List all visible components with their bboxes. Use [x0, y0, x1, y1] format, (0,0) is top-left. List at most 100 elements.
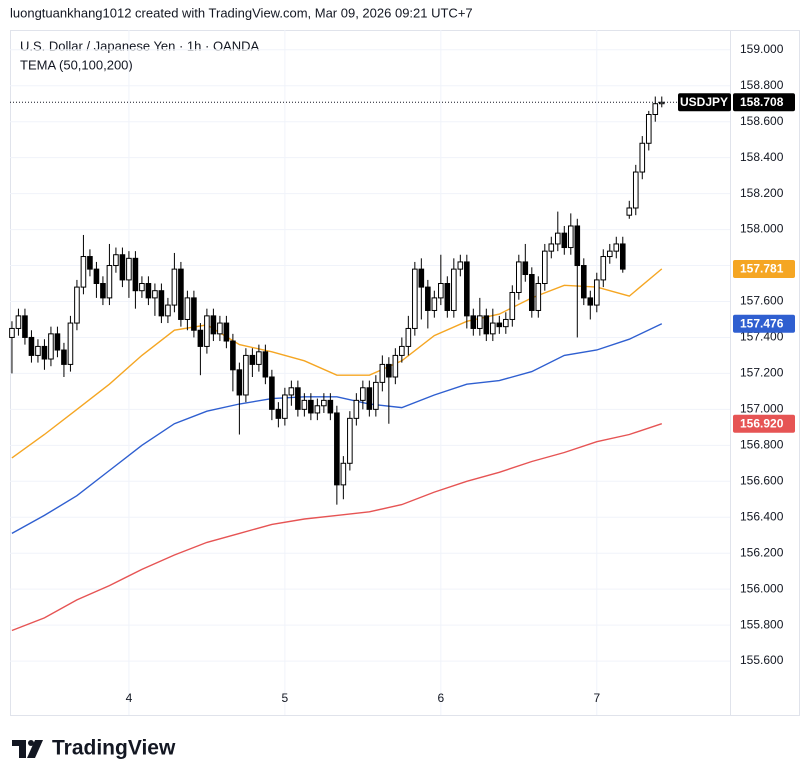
- candle-body: [100, 283, 106, 299]
- candle-body: [477, 315, 483, 329]
- candle-body: [139, 283, 145, 292]
- price-tag-label: 158.708: [740, 95, 784, 109]
- candle-body: [314, 405, 321, 414]
- y-tick-label: 158.000: [740, 222, 784, 236]
- price-tag: [733, 314, 795, 333]
- y-tick-label: 157.600: [740, 294, 784, 308]
- candle-body: [516, 261, 522, 293]
- y-tick-label: 157.200: [740, 366, 784, 380]
- candle-body: [366, 387, 373, 410]
- candle-body: [210, 315, 217, 335]
- candle-body: [412, 268, 418, 329]
- indicator-label: TEMA (50,100,200): [20, 57, 133, 72]
- x-tick-label: 5: [282, 691, 289, 705]
- candle-body: [613, 243, 620, 252]
- candle-body: [496, 322, 503, 328]
- brand: TradingView: [52, 737, 176, 760]
- candle-body: [67, 322, 74, 365]
- candle-body: [373, 381, 379, 410]
- candle-body: [158, 290, 165, 317]
- y-tick-label: 158.200: [740, 186, 784, 200]
- candle-body: [126, 257, 132, 281]
- candle-body: [22, 315, 28, 338]
- candle-body: [48, 333, 54, 360]
- candle-body: [113, 254, 119, 267]
- candle-body: [262, 351, 269, 378]
- candle-body: [165, 304, 171, 317]
- y-tick-label: 156.200: [740, 545, 784, 559]
- candle-body: [217, 322, 223, 335]
- candle-body: [353, 399, 360, 419]
- logo-dot: [28, 740, 34, 746]
- candle-body: [119, 254, 126, 281]
- candle-body: [308, 399, 314, 414]
- candle-body: [321, 399, 327, 407]
- candle-body: [15, 315, 22, 329]
- candle-body: [301, 399, 308, 410]
- y-tick-label: 156.000: [740, 581, 784, 595]
- candle-body: [184, 297, 191, 320]
- price-tag-label: 156.920: [740, 416, 784, 430]
- candle-body: [593, 279, 600, 306]
- candle-body: [509, 291, 516, 320]
- candle-body: [587, 297, 594, 306]
- y-tick-label: 158.400: [740, 150, 784, 164]
- candle-body: [567, 225, 574, 249]
- candle-body: [418, 268, 425, 288]
- candle-body: [561, 232, 568, 249]
- candle-body: [87, 256, 93, 270]
- candle-body: [28, 336, 35, 356]
- candle-body: [444, 283, 451, 311]
- brand-logo: [12, 740, 43, 758]
- candle-body: [451, 268, 457, 311]
- candle-body: [249, 354, 256, 365]
- price-tag-label: 157.476: [740, 316, 784, 330]
- candle-body: [347, 417, 353, 464]
- symbol-label: USDJPY: [680, 95, 728, 109]
- logo-mark: [12, 740, 26, 758]
- y-tick-label: 156.600: [740, 473, 784, 487]
- y-tick-label: 155.800: [740, 617, 784, 631]
- candle-body: [288, 387, 295, 396]
- candle-body: [542, 250, 548, 285]
- candle-body: [529, 274, 535, 311]
- candle-body: [93, 268, 100, 285]
- candle-body: [191, 297, 197, 331]
- price-tag: [733, 259, 795, 278]
- candle-body: [632, 171, 639, 209]
- candle-body: [171, 268, 178, 306]
- candle-body: [275, 408, 282, 419]
- candle-body: [503, 318, 509, 328]
- candle-body: [132, 257, 139, 292]
- x-tick-label: 6: [437, 691, 444, 705]
- candle-body: [152, 290, 158, 299]
- tema-line: [11, 423, 663, 632]
- candle-body: [334, 412, 340, 486]
- candle-body: [580, 265, 587, 299]
- attribution: luongtuankhang1012 created with TradingV…: [10, 5, 473, 20]
- candle-body: [438, 283, 444, 299]
- candle-body: [178, 268, 184, 320]
- candle-body: [80, 256, 87, 288]
- candle-body: [483, 315, 490, 335]
- candle-body: [9, 327, 15, 338]
- y-tick-label: 158.800: [740, 78, 784, 92]
- candle-body: [626, 207, 633, 216]
- y-tick-label: 156.400: [740, 509, 784, 523]
- candle-body: [535, 283, 542, 311]
- price-tag-label: 157.781: [740, 262, 784, 276]
- candle-body: [457, 261, 464, 270]
- candle-body: [61, 349, 67, 365]
- x-tick-label: 7: [593, 691, 600, 705]
- candle-body: [392, 354, 399, 378]
- candle-body: [490, 322, 496, 335]
- logo-slash: [27, 740, 43, 758]
- y-tick-label: 158.600: [740, 114, 784, 128]
- candle-body: [548, 243, 555, 252]
- candle-body: [243, 354, 249, 396]
- candle-body: [204, 315, 210, 347]
- candle-body: [106, 265, 113, 299]
- candle-body: [606, 250, 613, 258]
